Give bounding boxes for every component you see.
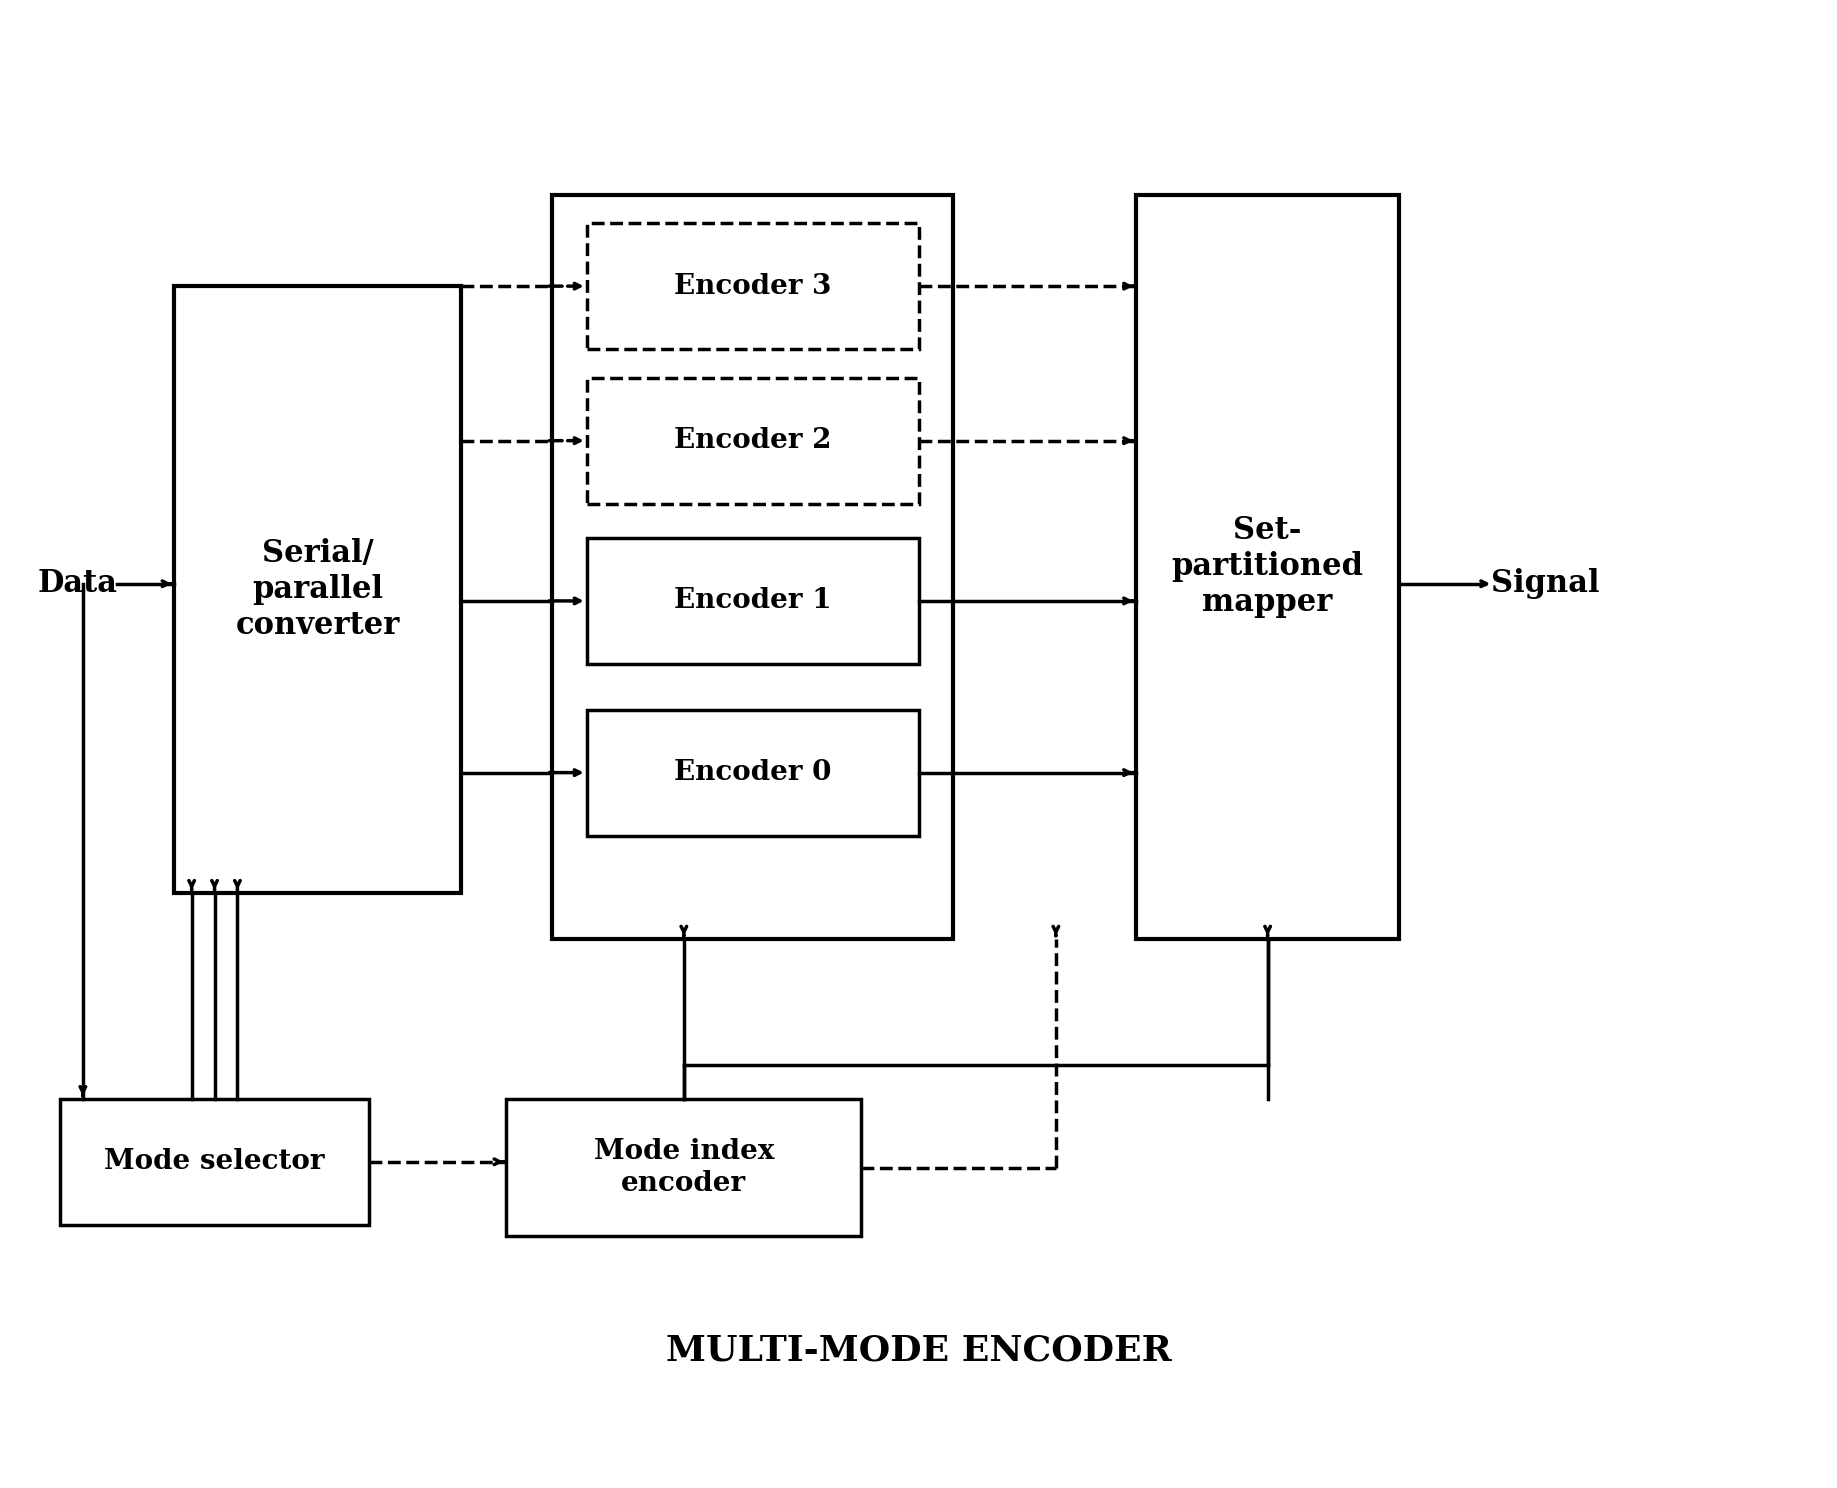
Text: Encoder 2: Encoder 2 bbox=[674, 427, 832, 454]
Bar bbox=[586, 710, 918, 836]
Text: Signal: Signal bbox=[1492, 568, 1600, 600]
Bar bbox=[586, 223, 918, 350]
Text: Data: Data bbox=[37, 568, 118, 600]
Bar bbox=[507, 1098, 862, 1237]
Bar bbox=[553, 195, 953, 939]
Bar bbox=[586, 378, 918, 503]
Text: Encoder 3: Encoder 3 bbox=[674, 272, 830, 299]
Text: Serial/
parallel
converter: Serial/ parallel converter bbox=[235, 539, 400, 641]
Text: MULTI-MODE ENCODER: MULTI-MODE ENCODER bbox=[665, 1333, 1172, 1367]
Text: Encoder 1: Encoder 1 bbox=[674, 588, 832, 615]
Bar bbox=[175, 286, 461, 893]
Text: Mode index
encoder: Mode index encoder bbox=[593, 1138, 773, 1196]
Bar bbox=[586, 539, 918, 664]
Bar bbox=[1135, 195, 1400, 939]
Bar bbox=[61, 1098, 369, 1225]
Text: Set-
partitioned
mapper: Set- partitioned mapper bbox=[1172, 515, 1363, 618]
Text: Encoder 0: Encoder 0 bbox=[674, 759, 830, 786]
Text: Mode selector: Mode selector bbox=[105, 1149, 325, 1176]
